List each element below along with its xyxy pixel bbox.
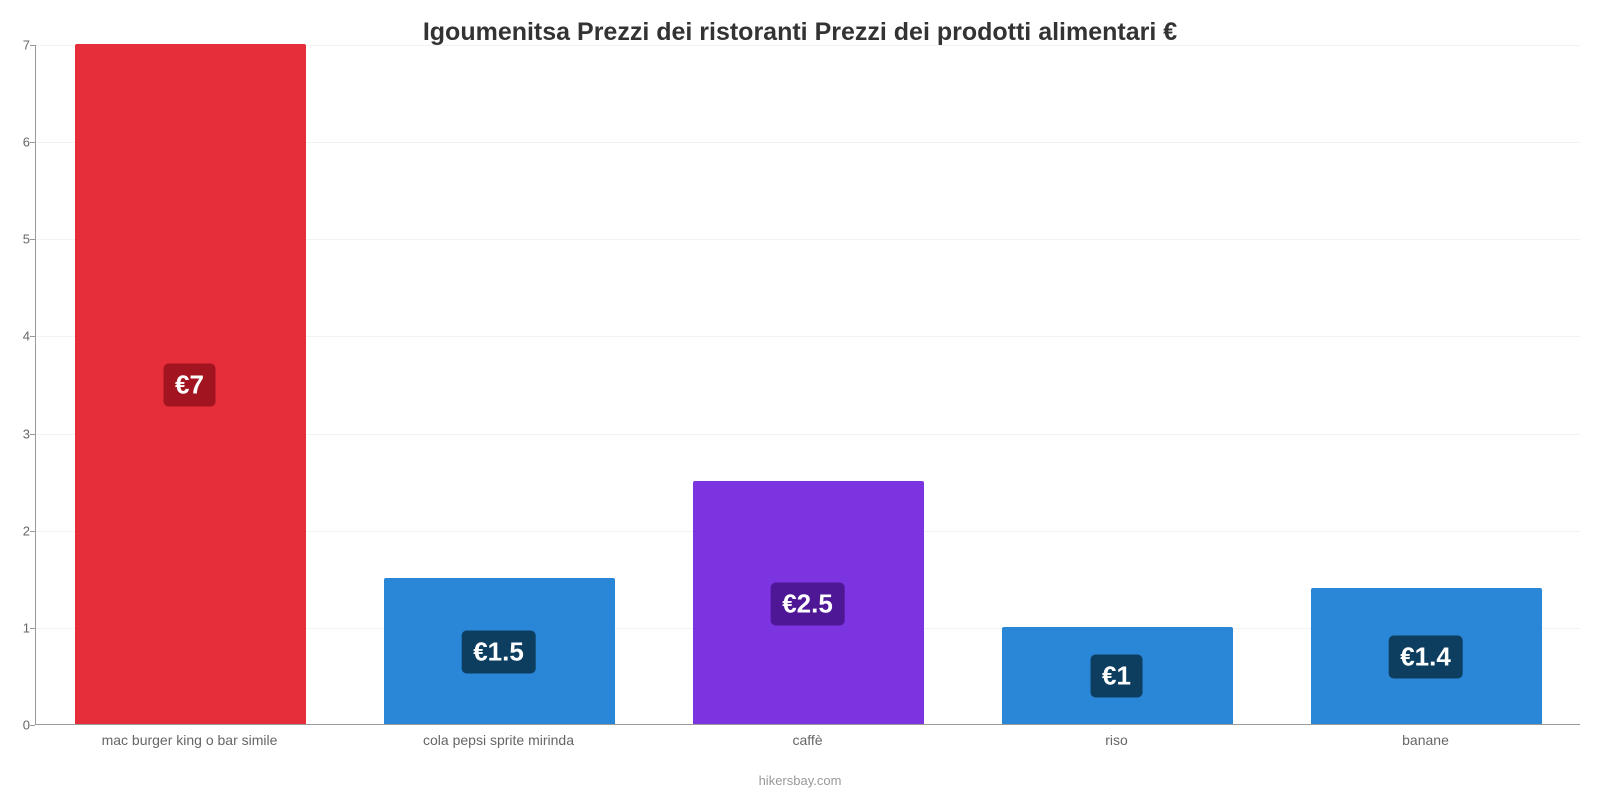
x-tick-label: banane (1402, 732, 1449, 748)
y-tick-mark (30, 142, 35, 143)
chart-title: Igoumenitsa Prezzi dei ristoranti Prezzi… (0, 0, 1600, 47)
y-tick-label: 6 (23, 135, 30, 150)
y-tick-mark (30, 434, 35, 435)
data-label: €1.4 (1388, 636, 1463, 679)
data-label: €1 (1090, 655, 1143, 698)
y-tick-label: 5 (23, 232, 30, 247)
y-tick-label: 0 (23, 718, 30, 733)
y-tick-mark (30, 239, 35, 240)
chart-container: Igoumenitsa Prezzi dei ristoranti Prezzi… (0, 0, 1600, 800)
data-label: €7 (163, 364, 216, 407)
x-tick-label: caffè (792, 732, 822, 748)
data-label: €1.5 (461, 631, 536, 674)
x-tick-label: cola pepsi sprite mirinda (423, 732, 574, 748)
y-tick-mark (30, 725, 35, 726)
y-tick-mark (30, 531, 35, 532)
attribution-text: hikersbay.com (759, 773, 842, 788)
x-tick-label: mac burger king o bar simile (102, 732, 278, 748)
y-tick-mark (30, 45, 35, 46)
y-tick-label: 7 (23, 38, 30, 53)
y-tick-mark (30, 336, 35, 337)
y-tick-label: 2 (23, 523, 30, 538)
x-tick-label: riso (1105, 732, 1128, 748)
y-tick-mark (30, 628, 35, 629)
data-label: €2.5 (770, 582, 845, 625)
y-tick-label: 3 (23, 426, 30, 441)
y-tick-label: 1 (23, 620, 30, 635)
y-tick-label: 4 (23, 329, 30, 344)
